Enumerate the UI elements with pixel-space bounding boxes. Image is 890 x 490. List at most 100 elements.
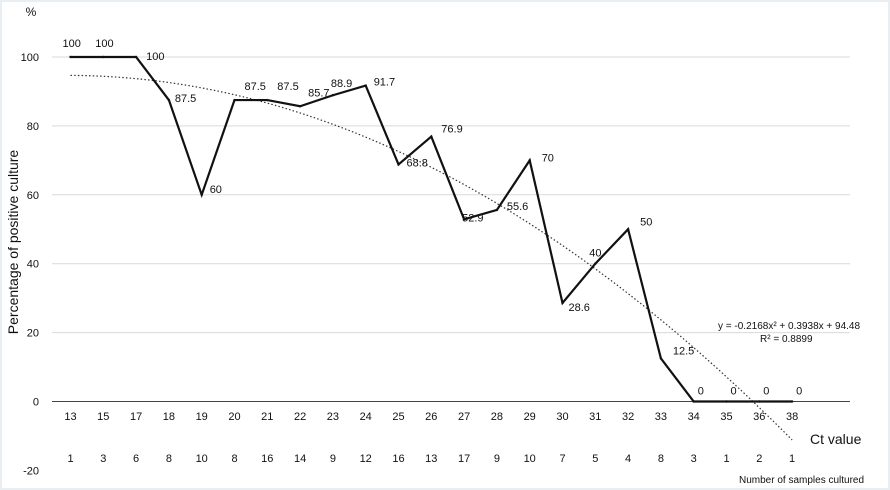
data-point [266, 98, 269, 102]
x-axis-sample-ticks: 1 3 6 8 10 8 16 14 9 12 16 13 17 9 10 7 5 4 8 3 1 2 1 [67, 453, 795, 465]
data-point [102, 55, 105, 59]
x-tick-label: 27 [458, 411, 470, 423]
sample-count-label: 9 [330, 453, 336, 465]
sample-count-label: 13 [425, 453, 437, 465]
y-tick-label: 100 [21, 52, 39, 64]
data-point [725, 400, 728, 403]
sample-count-label: 14 [294, 453, 306, 465]
data-point [790, 400, 794, 403]
sample-count-label: 12 [360, 453, 372, 465]
data-point [134, 55, 138, 59]
sample-count-label: 7 [559, 453, 565, 465]
data-label: 87.5 [277, 81, 298, 93]
data-label: 0 [763, 386, 769, 398]
x-tick-label: 36 [753, 411, 765, 423]
x-axis-title: Ct value [810, 431, 862, 447]
data-label: 12.5 [673, 345, 694, 357]
y-axis-title: Percentage of positive culture [5, 150, 21, 335]
data-series [69, 55, 794, 403]
data-label: 40 [589, 248, 601, 260]
sample-count-label: 3 [691, 453, 697, 465]
x-tick-label: 35 [720, 411, 732, 423]
data-point [561, 301, 564, 305]
x-tick-label: 32 [622, 411, 634, 423]
data-point [626, 228, 630, 231]
sample-count-label: 4 [625, 453, 631, 465]
data-label: 0 [731, 386, 737, 398]
sample-count-label: 8 [658, 453, 664, 465]
sample-count-label: 3 [100, 453, 106, 465]
sample-count-label: 10 [524, 453, 536, 465]
data-label: 88.9 [331, 78, 352, 90]
x-tick-label: 15 [97, 411, 109, 423]
data-label: 100 [63, 38, 81, 50]
data-point [233, 98, 236, 102]
sample-count-label: 1 [723, 453, 729, 465]
x-tick-label: 13 [64, 411, 76, 423]
data-point [594, 262, 597, 265]
y-tick-label: -20 [23, 465, 39, 477]
x-tick-label: 17 [130, 411, 142, 423]
data-point [397, 163, 400, 166]
data-label: 87.5 [175, 93, 196, 105]
trendline [70, 74, 793, 441]
data-point [462, 218, 466, 221]
data-label: 70 [542, 152, 554, 164]
y-tick-label: 80 [27, 121, 39, 133]
data-point [69, 55, 72, 59]
data-point [200, 193, 203, 196]
y-tick-label: 20 [27, 328, 39, 340]
data-label: 55.6 [507, 201, 528, 213]
x-tick-label: 29 [524, 411, 536, 423]
data-labels: 100 100 100 87.5 60 87.5 87.5 85.788.9 91.7 68.8 7… [63, 38, 803, 398]
x-axis-ct-ticks: 13 15 17 18 19 20 21 22 23 24 25 26 27 28 29 30 31 32 33 34… [64, 411, 798, 423]
sample-count-label: 1 [67, 453, 73, 465]
x-tick-label: 34 [688, 411, 700, 423]
x-tick-label: 18 [163, 411, 175, 423]
data-point [495, 208, 499, 212]
data-label: 68.8 [407, 157, 428, 169]
x-tick-label: 23 [327, 411, 339, 423]
y-tick-label: 40 [27, 259, 39, 271]
data-label: 85.7 [308, 87, 329, 99]
data-point [692, 400, 695, 403]
trendline-r-squared: R² = 0.8899 [760, 334, 813, 345]
sample-count-label: 6 [133, 453, 139, 465]
sample-count-label: 5 [592, 453, 598, 465]
y-axis-ticks: -20 0 20 40 60 80 100 [21, 52, 39, 477]
sample-count-label: 8 [231, 453, 237, 465]
sample-count-label: 9 [494, 453, 500, 465]
x-tick-label: 30 [556, 411, 568, 423]
sample-count-label: 16 [261, 453, 273, 465]
data-label: 60 [210, 184, 222, 196]
x-tick-label: 22 [294, 411, 306, 423]
x-tick-label: 26 [425, 411, 437, 423]
data-label: 100 [146, 51, 164, 63]
data-point [528, 159, 531, 162]
data-point [430, 135, 433, 138]
data-label: 52.9 [462, 212, 483, 224]
sample-count-label: 10 [196, 453, 208, 465]
data-point [758, 400, 761, 403]
x-tick-label: 24 [360, 411, 372, 423]
x-tick-label: 25 [392, 411, 404, 423]
data-label: 91.7 [374, 77, 395, 89]
trendline-equation: y = -0.2168x² + 0.3938x + 94.48 [718, 321, 860, 332]
x-tick-label: 19 [196, 411, 208, 423]
data-point [167, 98, 171, 102]
sample-count-label: 8 [166, 453, 172, 465]
data-label: 50 [640, 216, 652, 228]
x-tick-label: 28 [491, 411, 503, 423]
data-label: 28.6 [569, 302, 590, 314]
x-tick-label: 20 [228, 411, 240, 423]
y-tick-label: 60 [27, 190, 39, 202]
x-tick-label: 31 [589, 411, 601, 423]
sample-count-label: 16 [392, 453, 404, 465]
x-tick-label: 33 [655, 411, 667, 423]
gridlines [52, 56, 850, 402]
data-point [331, 94, 335, 97]
data-point [659, 357, 663, 360]
y-tick-label: 0 [33, 397, 39, 409]
data-point [364, 84, 367, 87]
